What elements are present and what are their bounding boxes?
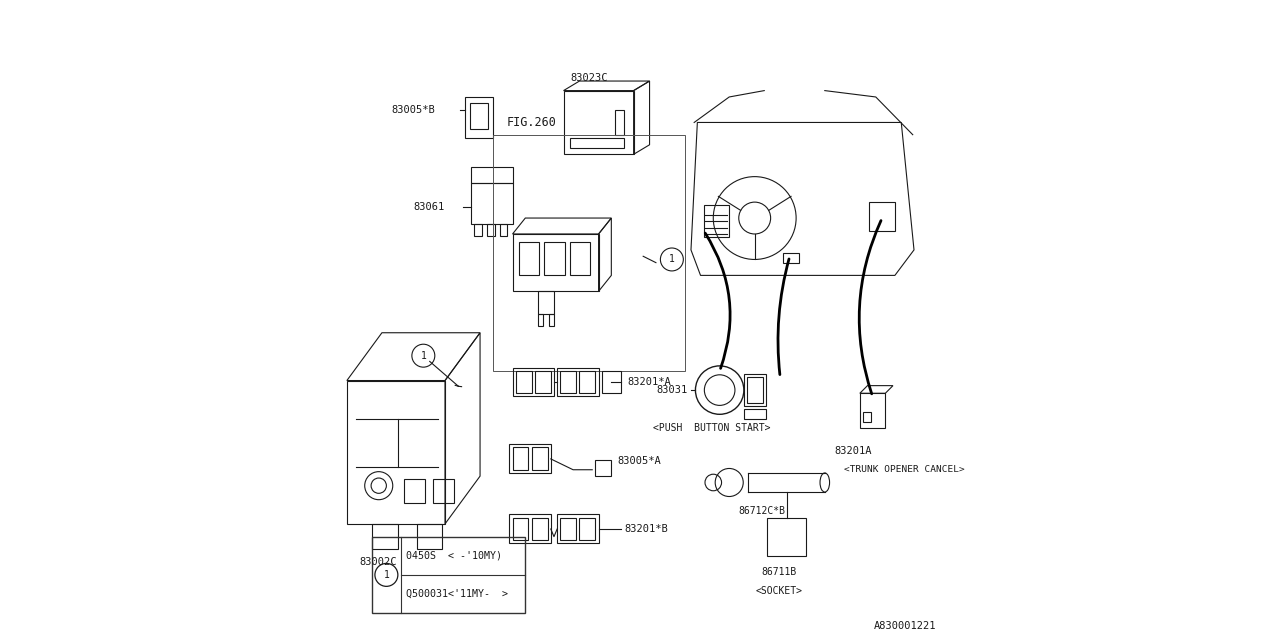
Bar: [863, 412, 870, 422]
Bar: [372, 524, 398, 549]
Bar: [783, 253, 799, 262]
Text: 83061: 83061: [413, 202, 445, 212]
Bar: [518, 243, 539, 275]
Bar: [580, 371, 595, 394]
Bar: [538, 291, 554, 314]
Text: 1: 1: [669, 255, 675, 264]
Text: 83023C: 83023C: [571, 73, 608, 83]
Text: Q500031<'11MY-  >: Q500031<'11MY- >: [406, 589, 507, 599]
Bar: [499, 225, 507, 236]
Bar: [531, 518, 548, 540]
Bar: [561, 518, 576, 540]
Text: 1: 1: [420, 351, 426, 361]
Bar: [570, 138, 625, 148]
Bar: [531, 447, 548, 470]
Text: A830001221: A830001221: [874, 621, 936, 631]
Bar: [704, 205, 730, 237]
Bar: [404, 479, 425, 503]
Bar: [538, 314, 543, 326]
Text: 83201*B: 83201*B: [625, 524, 668, 534]
Text: 83201*A: 83201*A: [627, 378, 671, 387]
Bar: [549, 314, 554, 326]
Bar: [748, 378, 763, 403]
Bar: [744, 374, 767, 406]
Bar: [471, 167, 512, 183]
Bar: [471, 183, 512, 225]
Text: 83201A: 83201A: [835, 445, 872, 456]
Bar: [744, 409, 767, 419]
Text: <TRUNK OPENER CANCEL>: <TRUNK OPENER CANCEL>: [844, 465, 965, 474]
Bar: [512, 234, 599, 291]
Text: 0450S  < -'10MY): 0450S < -'10MY): [406, 551, 502, 561]
Bar: [433, 479, 454, 503]
Text: <SOCKET>: <SOCKET>: [756, 586, 803, 596]
Bar: [614, 109, 625, 135]
Bar: [512, 368, 554, 396]
Bar: [561, 371, 576, 394]
Text: 83031: 83031: [655, 385, 687, 395]
Bar: [475, 225, 483, 236]
Text: 1: 1: [384, 570, 389, 580]
Bar: [544, 243, 564, 275]
Bar: [557, 368, 599, 396]
Bar: [512, 518, 529, 540]
Text: 83005*B: 83005*B: [392, 105, 435, 115]
Bar: [570, 243, 590, 275]
Text: 86712C*B: 86712C*B: [739, 506, 786, 516]
Text: <PUSH  BUTTON START>: <PUSH BUTTON START>: [653, 423, 771, 433]
Text: 83005*A: 83005*A: [618, 456, 662, 467]
Text: FIG.260: FIG.260: [506, 116, 556, 129]
Bar: [595, 460, 612, 476]
Bar: [470, 103, 488, 129]
Bar: [417, 524, 443, 549]
Bar: [493, 135, 685, 371]
Bar: [465, 97, 493, 138]
Bar: [488, 225, 494, 236]
Bar: [535, 371, 550, 394]
Bar: [602, 371, 621, 394]
Bar: [869, 202, 895, 231]
Text: 83002C: 83002C: [360, 557, 397, 567]
Bar: [860, 394, 886, 428]
Bar: [768, 518, 805, 556]
Bar: [372, 537, 525, 613]
Bar: [580, 518, 595, 540]
Text: 86711B: 86711B: [762, 566, 796, 577]
Bar: [516, 371, 531, 394]
Bar: [509, 515, 550, 543]
Bar: [557, 515, 599, 543]
Bar: [509, 444, 550, 473]
Bar: [512, 447, 529, 470]
Bar: [563, 91, 634, 154]
